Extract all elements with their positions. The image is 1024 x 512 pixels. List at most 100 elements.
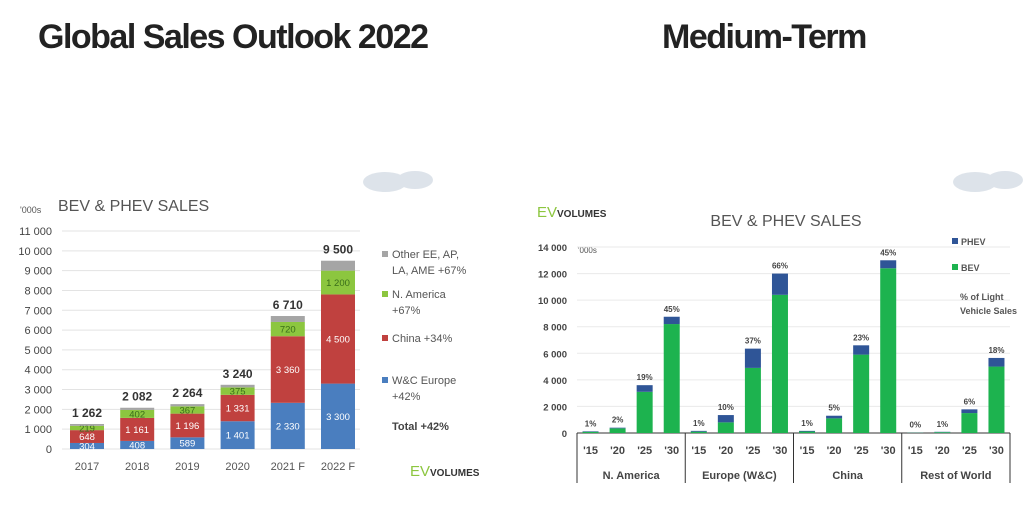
x-tick-label: '25	[637, 445, 652, 457]
data-label: 367	[179, 405, 195, 416]
legend-label: PHEV	[961, 237, 986, 247]
y-tick-label: 0	[46, 444, 52, 456]
unit-label: '000s	[578, 246, 597, 255]
x-tick-label: 2018	[125, 461, 149, 473]
x-tick-label: '30	[881, 445, 896, 457]
data-label: 1 200	[326, 278, 350, 289]
bar-segment	[220, 387, 255, 395]
bar-segment	[120, 417, 155, 441]
world-map-icon	[397, 171, 433, 189]
group-label: Europe (W&C)	[702, 470, 777, 482]
bar-segment	[961, 413, 978, 433]
bar-segment	[170, 437, 205, 449]
bar-segment	[120, 409, 155, 418]
bar-segment	[170, 406, 205, 414]
bar-segment	[220, 421, 255, 449]
bar-segment	[270, 336, 305, 403]
legend-label: +42%	[392, 391, 421, 403]
y-tick-label: 4 000	[24, 365, 52, 377]
legend-label: BEV	[961, 263, 980, 273]
chart-title: BEV & PHEV SALES	[58, 198, 209, 215]
bar-segment	[70, 430, 104, 443]
bar-segment	[270, 316, 305, 322]
bar-segment	[771, 294, 788, 433]
y-tick-label: 8 000	[543, 323, 567, 334]
data-label: 304	[79, 441, 95, 452]
legend-label: N. America	[392, 289, 447, 301]
x-tick-label: 2020	[225, 461, 249, 473]
bar-segment	[609, 428, 626, 433]
bar-segment	[321, 383, 355, 449]
x-tick-label: '30	[664, 445, 679, 457]
share-label: 45%	[880, 248, 896, 257]
data-label: 3 360	[276, 365, 300, 376]
y-tick-label: 2 000	[543, 402, 567, 413]
data-label: 4 500	[326, 335, 350, 346]
y-tick-label: 5 000	[24, 345, 52, 357]
share-label: 66%	[772, 262, 788, 271]
group-label: Rest of World	[920, 470, 991, 482]
logo-ev: EV	[537, 204, 557, 221]
legend-swatch	[382, 377, 388, 383]
x-tick-label: '20	[935, 445, 950, 457]
bar-segment	[717, 415, 734, 423]
bar-segment	[826, 415, 843, 419]
logo-volumes: VOLUMES	[557, 209, 607, 220]
share-label: 1%	[937, 420, 949, 429]
x-tick-label: 2017	[75, 461, 99, 473]
total-label: 6 710	[273, 298, 303, 312]
x-tick-label: 2019	[175, 461, 199, 473]
bar-segment	[70, 425, 104, 431]
share-label: 19%	[637, 373, 653, 382]
bar-segment	[826, 418, 843, 433]
total-note: Total +42%	[392, 421, 449, 433]
bar-segment	[771, 273, 788, 295]
share-label: 6%	[964, 397, 976, 406]
bar-segment	[636, 391, 653, 433]
bar-segment	[853, 354, 870, 433]
bar-segment	[609, 427, 626, 429]
x-tick-label: 2021 F	[271, 461, 306, 473]
share-label: 1%	[585, 419, 597, 428]
total-label: 1 262	[72, 406, 102, 420]
group-label: N. America	[603, 470, 661, 482]
share-label: 45%	[664, 305, 680, 314]
bar-segment	[120, 440, 155, 449]
logo-ev: EV	[410, 463, 430, 480]
world-map-icon	[987, 171, 1023, 189]
x-tick-label: '30	[773, 445, 788, 457]
bar-segment	[934, 432, 951, 433]
y-tick-label: 4 000	[543, 376, 567, 387]
bar-segment	[120, 407, 155, 410]
share-label: 0%	[910, 421, 922, 430]
y-tick-label: 11 000	[19, 226, 52, 238]
x-tick-label: '25	[745, 445, 760, 457]
bar-segment	[270, 321, 305, 337]
bar-segment	[220, 384, 255, 388]
y-tick-label: 9 000	[24, 266, 52, 278]
x-tick-label: '15	[691, 445, 706, 457]
total-label: 3 240	[223, 367, 253, 381]
bar-segment	[663, 316, 680, 325]
bar-segment	[799, 431, 816, 433]
x-tick-label: '15	[800, 445, 815, 457]
data-label: 1 401	[226, 431, 250, 442]
y-tick-label: 3 000	[24, 385, 52, 397]
data-label: 402	[129, 409, 145, 420]
data-label: 648	[79, 432, 95, 443]
bar-segment	[717, 422, 734, 433]
share-label: 18%	[988, 346, 1004, 355]
y-tick-label: 1 000	[24, 424, 52, 436]
bar-segment	[70, 442, 104, 449]
legend-note: % of Light	[960, 292, 1004, 302]
legend-swatch	[382, 291, 388, 297]
x-tick-label: '25	[854, 445, 869, 457]
data-label: 408	[129, 440, 145, 451]
x-tick-label: '15	[583, 445, 598, 457]
data-label: 589	[179, 439, 195, 450]
data-label: 219	[79, 423, 95, 434]
x-tick-label: 2022 F	[321, 461, 356, 473]
slide-title-left: Global Sales Outlook 2022	[38, 18, 429, 56]
share-label: 10%	[718, 403, 734, 412]
